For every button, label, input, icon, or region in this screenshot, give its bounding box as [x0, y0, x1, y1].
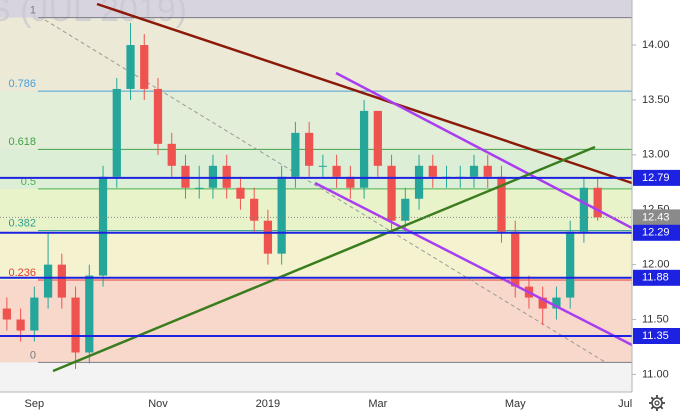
candle-body: [57, 264, 66, 298]
fib-band: [0, 230, 632, 280]
candle-body: [43, 264, 53, 298]
candle-body: [126, 45, 135, 89]
trend-line: [44, 19, 606, 363]
level-box: [633, 169, 680, 186]
x-tick-label: May: [505, 398, 526, 410]
fib-label: 1: [30, 4, 36, 16]
candle-body: [195, 187, 204, 189]
candle-body: [469, 165, 479, 177]
candle-body: [387, 165, 396, 221]
candle-body: [483, 165, 492, 177]
fib-band: [0, 362, 632, 392]
candle-body: [16, 319, 25, 331]
level-box: [633, 269, 680, 286]
candle-body: [263, 220, 273, 254]
fib-label: 0.382: [8, 217, 36, 229]
level-label: 11.35: [642, 330, 669, 342]
y-tick-label: 13.50: [642, 94, 670, 106]
candle-body: [373, 110, 382, 166]
candle-body: [497, 176, 506, 232]
x-tick-label: Mar: [368, 398, 387, 410]
candle-body: [305, 132, 314, 166]
candle-body: [112, 88, 121, 177]
channel-line: [335, 71, 633, 230]
candle-body: [552, 297, 561, 309]
x-tick-label: Sep: [25, 398, 45, 410]
level-label: 12.29: [642, 227, 670, 239]
candle-body: [511, 231, 520, 287]
y-tick-label: 13.00: [642, 149, 670, 161]
fib-band: [0, 91, 632, 150]
candle-body: [98, 176, 108, 276]
fib-label: 0.618: [8, 136, 36, 148]
candle-body: [428, 165, 437, 177]
candle-body: [85, 275, 94, 353]
y-tick-label: 12.00: [642, 259, 670, 271]
candle-body: [414, 165, 424, 199]
candle-body: [2, 308, 11, 320]
candle-body: [359, 110, 369, 188]
candle-body: [593, 187, 602, 218]
level-label: 12.79: [642, 172, 670, 184]
candle-body: [291, 132, 300, 177]
fib-label: 0: [30, 349, 36, 361]
candle-body: [277, 176, 286, 254]
y-tick-label: 14.00: [642, 39, 670, 51]
candle-body: [167, 143, 176, 166]
candle-body: [208, 165, 218, 188]
y-tick-label: 11.00: [642, 368, 669, 380]
price-axis: [632, 0, 680, 414]
candle-body: [236, 187, 245, 199]
candle-body: [250, 198, 259, 221]
x-tick-label: Nov: [148, 398, 168, 410]
candle-body: [140, 45, 149, 89]
last-price-label: 12.43: [642, 211, 670, 223]
level-box: [633, 328, 680, 344]
x-tick-label: 2019: [256, 398, 280, 410]
candle-body: [346, 176, 355, 188]
x-tick-label: Jul: [618, 398, 632, 410]
candle-body: [332, 165, 341, 177]
level-box: [633, 224, 680, 241]
level-label: 11.88: [642, 272, 669, 284]
trend-line: [52, 145, 596, 373]
channel-line: [314, 181, 633, 347]
candle-body: [401, 198, 410, 221]
candle-body: [318, 165, 327, 167]
candle-body: [222, 165, 231, 188]
settings-icon[interactable]: [649, 395, 665, 411]
fib-band: [0, 17, 632, 92]
fib-band: [0, 188, 632, 231]
candle-body: [30, 297, 39, 331]
time-axis: [0, 392, 632, 414]
fib-label: 0.236: [8, 267, 36, 279]
candle-body: [579, 187, 589, 232]
candle-body: [181, 165, 190, 188]
candle-body: [71, 297, 80, 353]
candle-body: [566, 231, 575, 298]
candle-body: [153, 88, 163, 144]
trend-line: [96, 2, 633, 185]
last-price-box: [633, 209, 680, 226]
fib-label: 0.786: [8, 78, 36, 90]
candle-body: [538, 297, 547, 309]
y-tick-label: 11.50: [642, 313, 669, 325]
